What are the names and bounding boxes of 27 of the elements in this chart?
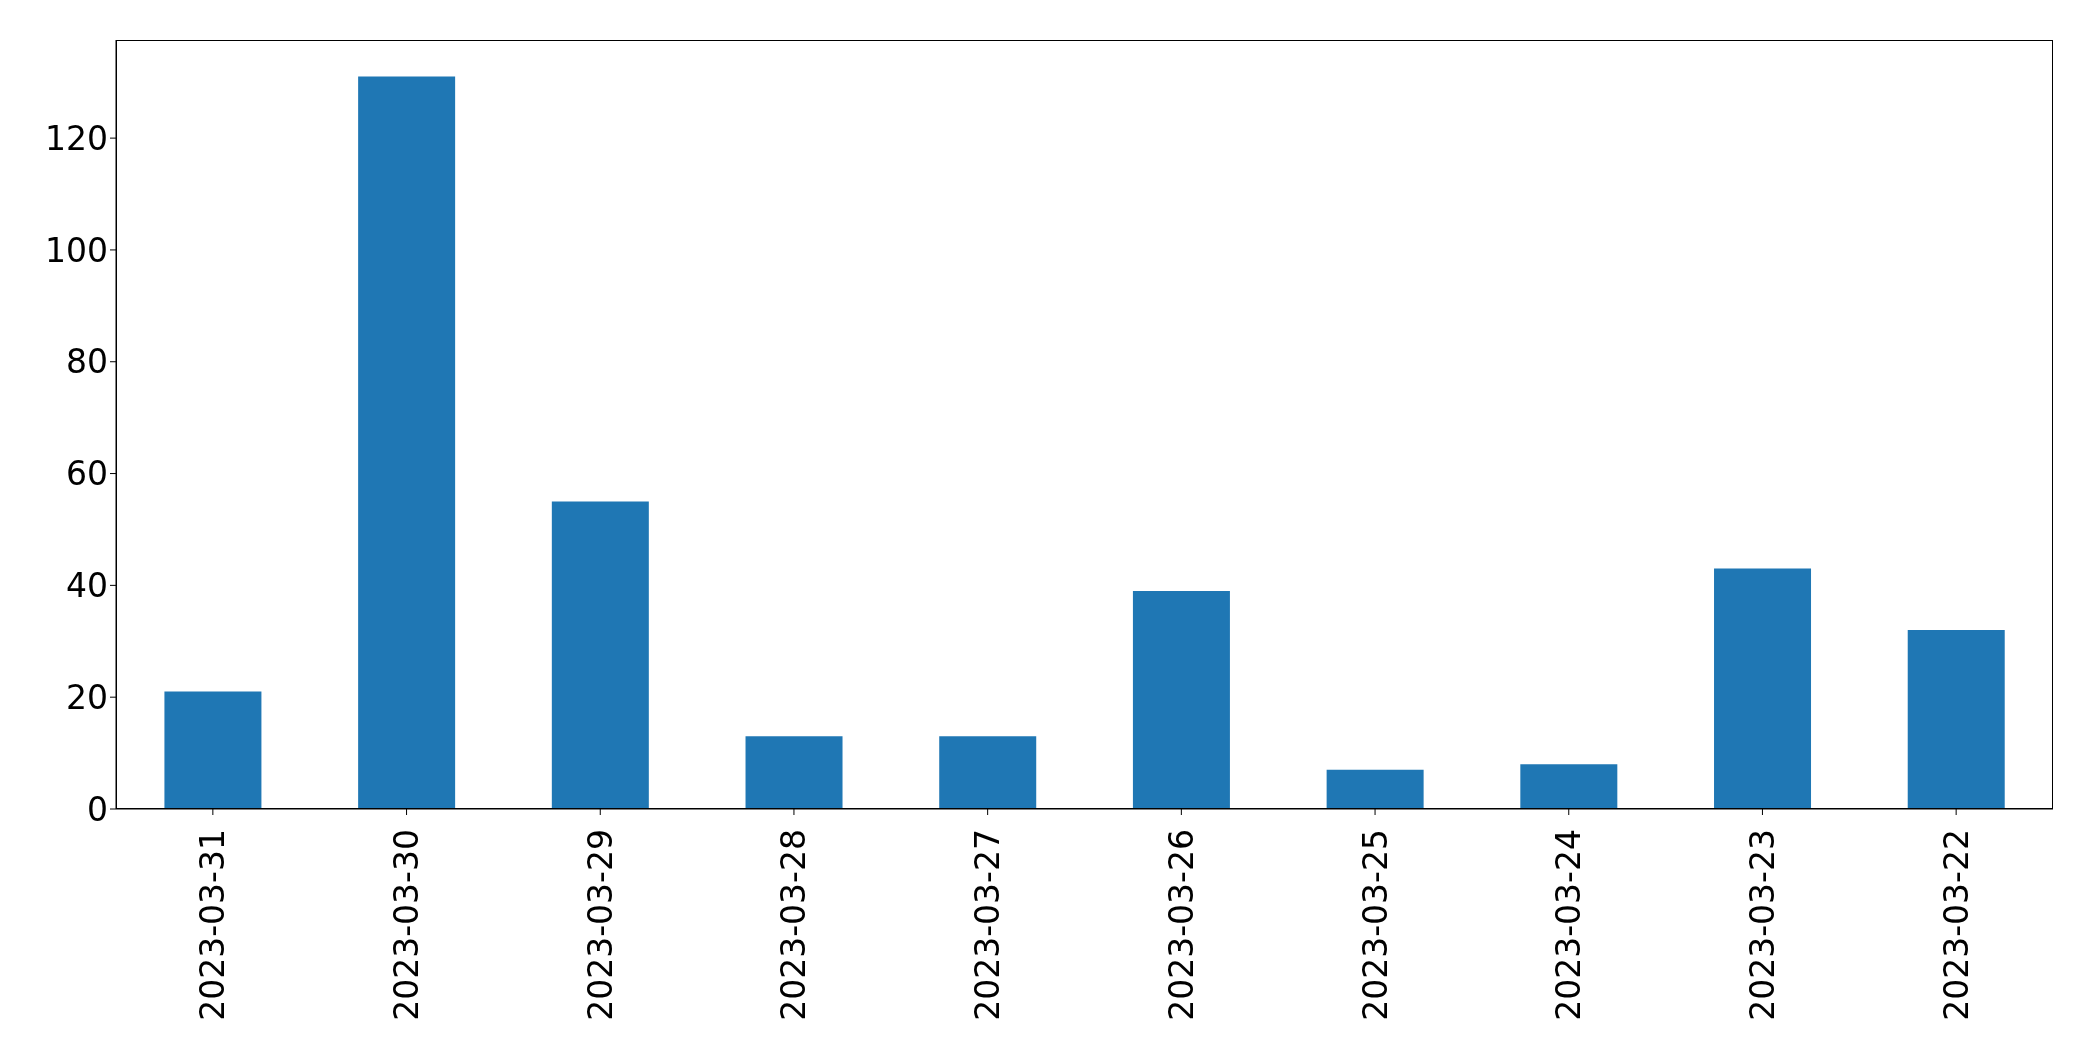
bar [1520, 764, 1618, 809]
bar [551, 501, 649, 809]
y-tick-label: 40 [66, 566, 108, 606]
y-tick-label: 20 [66, 677, 108, 717]
bar [358, 76, 456, 809]
x-tick-label: 2023-03-25 [1355, 829, 1395, 1021]
bar [1714, 568, 1812, 809]
x-tick-label: 2023-03-23 [1742, 829, 1782, 1021]
x-tick-label: 2023-03-29 [580, 829, 620, 1021]
x-tick-label: 2023-03-26 [1161, 829, 1201, 1021]
x-tick-label: 2023-03-27 [968, 829, 1008, 1021]
bar [1132, 590, 1230, 809]
x-tick-label: 2023-03-22 [1936, 829, 1976, 1021]
x-tick-label: 2023-03-24 [1549, 829, 1589, 1021]
y-tick-label: 60 [66, 454, 108, 494]
y-tick-label: 80 [66, 342, 108, 382]
bar [164, 691, 262, 809]
x-tick-label: 2023-03-31 [193, 829, 233, 1021]
bar [1326, 769, 1424, 809]
y-tick-label: 120 [45, 118, 108, 158]
bar [1907, 630, 2005, 809]
y-tick-label: 100 [45, 230, 108, 270]
y-tick-label: 0 [87, 789, 108, 829]
bar [939, 736, 1037, 809]
bar [745, 736, 843, 809]
x-tick-label: 2023-03-28 [774, 829, 814, 1021]
x-tick-label: 2023-03-30 [387, 829, 427, 1021]
